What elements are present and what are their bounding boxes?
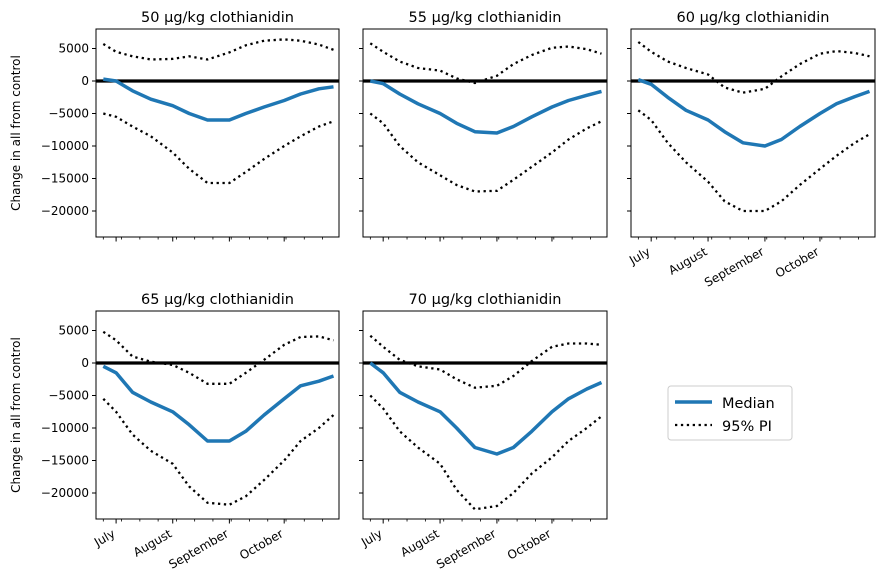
pi-lower-line [102,397,335,506]
panels-layer: 50 µg/kg clothianidin 5000 0 −5000 −10000 −15… [9,10,876,572]
x-tick-label: August [131,526,175,559]
plot-area [631,41,875,213]
pi-upper-line [369,42,602,85]
pi-lower-line [637,109,871,213]
y-tick-label: 0 [81,74,89,88]
pi-lower-line [369,394,603,511]
legend-pi-label: 95% PI [722,419,772,435]
x-tick-label: July [358,526,385,549]
median-line [369,79,602,135]
pi-lower-line [103,112,334,185]
panel-title: 65 µg/kg clothianidin [141,292,294,308]
axes-frame [630,28,876,238]
y-tick-label: −20000 [41,486,89,500]
y-axis-label: Change in all from control [9,55,23,211]
y-axis-label: Change in all from control [9,337,23,493]
legend: Median 95% PI [667,385,793,441]
median-line [103,77,334,122]
x-tick-label: July [626,244,653,267]
x-tick-label: July [91,526,118,549]
x-tick-label: September [166,526,230,571]
panel-title: 60 µg/kg clothianidin [677,10,830,26]
y-tick-label: −5000 [48,389,89,403]
legend-median-label: Median [722,396,775,412]
axes-frame [362,310,608,520]
plot-area [96,330,339,506]
x-tick-label: August [398,526,442,559]
median-line [637,78,871,148]
x-tick-label: September [434,526,498,571]
legend-frame [667,385,793,441]
panel-5: 70 µg/kg clothianidin July AugustSeptember… [358,292,608,572]
pi-upper-line [637,41,870,94]
panel-1: 50 µg/kg clothianidin 5000 0 −5000 −10000 −15… [9,10,340,242]
x-tick-label: October [773,244,822,280]
axes-frame [95,310,340,520]
pi-upper-line [102,330,334,385]
y-tick-label: 5000 [58,42,89,56]
pi-upper-line [369,334,602,389]
y-tick-label: 0 [81,356,89,370]
median-line [102,364,335,443]
x-tick-label: September [702,244,766,289]
panel-3: 60 µg/kg clothianidin July AugustSeptember… [626,10,876,290]
axes-frame [362,28,608,238]
panel-title: 70 µg/kg clothianidin [409,292,562,308]
y-tick-label: −15000 [41,172,89,186]
panel-title: 55 µg/kg clothianidin [409,10,562,26]
pi-lower-line [369,112,603,193]
panel-2: 55 µg/kg clothianidin [359,10,608,242]
pi-upper-line [102,38,334,61]
y-tick-label: −20000 [41,204,89,218]
median-line [369,361,603,456]
x-tick-label: October [237,526,286,562]
y-tick-label: −10000 [41,139,89,153]
axes-frame [95,28,340,238]
panel-title: 50 µg/kg clothianidin [141,10,294,26]
plot-area [96,38,339,185]
y-tick-label: −15000 [41,454,89,468]
x-tick-label: August [666,244,710,277]
y-tick-label: −5000 [48,107,89,121]
plot-area [363,334,607,511]
plot-area [363,42,607,193]
y-tick-label: 5000 [58,324,89,338]
x-tick-label: October [505,526,554,562]
panel-4: 65 µg/kg clothianidin 5000 0 −5000 −10000 −15… [9,292,340,572]
y-tick-label: −10000 [41,421,89,435]
